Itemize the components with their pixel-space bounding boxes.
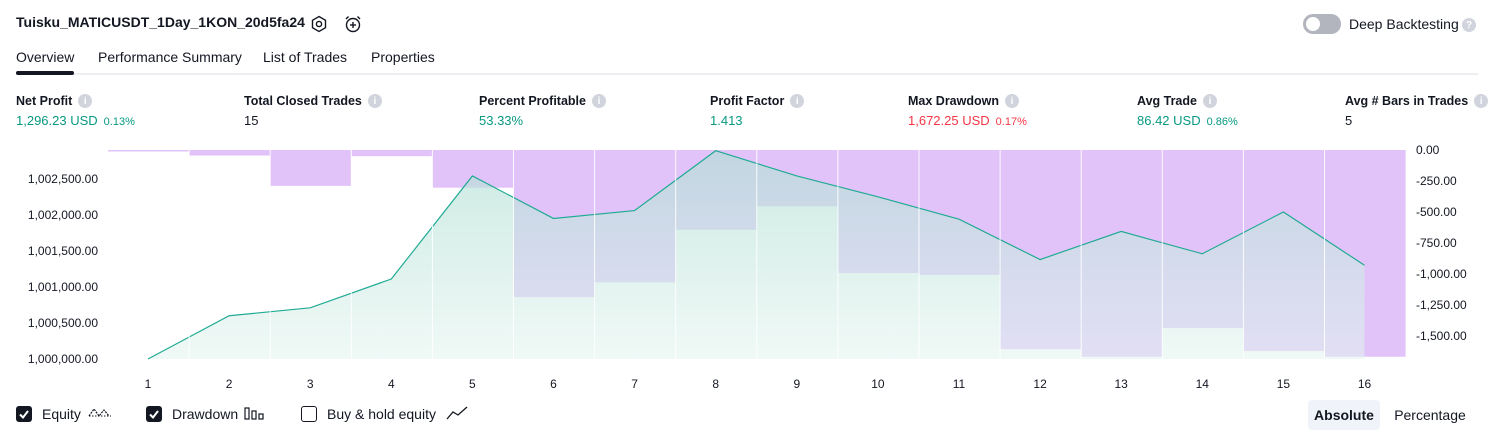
y-right-tick-label: -1,250.00 — [1416, 297, 1467, 312]
metric-max-drawdown-value: 1,672.25 USD 0.17% — [908, 113, 1027, 128]
drawdown-checkbox[interactable] — [146, 406, 162, 422]
x-tick-label: 9 — [793, 377, 801, 391]
metric-net-profit-value: 1,296.23 USD 0.13% — [16, 113, 135, 128]
info-icon[interactable]: i — [1474, 94, 1489, 108]
drawdown-label[interactable]: Drawdown — [172, 406, 239, 422]
absolute-button[interactable]: Absolute — [1308, 400, 1380, 430]
metric-avg-bars-label: Avg # Bars in Trades i — [1345, 94, 1489, 108]
buy-hold-checkbox[interactable] — [301, 406, 317, 422]
metric-max-drawdown-label: Max Drawdown i — [908, 94, 1019, 108]
equity-drawdown-chart[interactable] — [0, 140, 1494, 400]
info-icon[interactable]: i — [790, 94, 805, 108]
equity-label[interactable]: Equity — [42, 406, 81, 422]
deep-backtesting-label: Deep Backtesting — [1349, 16, 1459, 32]
info-icon[interactable]: i — [78, 94, 93, 108]
x-tick-label: 6 — [550, 377, 557, 391]
x-tick-label: 13 — [1114, 377, 1128, 391]
y-left-tick-label: 1,001,500.00 — [27, 243, 98, 258]
equity-area — [147, 150, 1365, 360]
y-right-tick-label: -500.00 — [1416, 204, 1457, 219]
settings-icon[interactable] — [309, 14, 329, 34]
tab-performance-summary[interactable]: Performance Summary — [98, 49, 242, 65]
metric-avg-bars-value: 5 — [1345, 113, 1353, 128]
percentage-button[interactable]: Percentage — [1394, 407, 1466, 423]
buy-hold-label[interactable]: Buy & hold equity — [327, 406, 436, 422]
equity-checkbox[interactable] — [16, 406, 32, 422]
x-tick-label: 1 — [144, 377, 152, 391]
drawdown-bars-icon — [243, 404, 267, 427]
y-left-tick-label: 1,002,500.00 — [27, 171, 98, 186]
x-tick-label: 3 — [306, 377, 314, 391]
x-tick-label: 14 — [1195, 377, 1209, 391]
help-icon[interactable]: ? — [1462, 18, 1476, 32]
buy-hold-line-icon — [445, 404, 469, 427]
info-icon[interactable]: i — [1202, 94, 1217, 108]
equity-line — [147, 150, 1365, 360]
x-tick-label: 11 — [952, 377, 966, 391]
drawdown-bar — [351, 150, 433, 157]
y-left-tick-label: 1,000,500.00 — [27, 315, 98, 330]
y-left-tick-label: 1,001,000.00 — [27, 279, 98, 294]
y-right-tick-label: -1,000.00 — [1416, 266, 1467, 281]
tab-properties[interactable]: Properties — [371, 49, 435, 65]
metric-total-closed-trades-label: Total Closed Trades i — [244, 94, 382, 108]
metric-total-closed-trades-value: 15 — [244, 113, 259, 128]
active-tab-indicator — [16, 71, 74, 75]
tabs-divider — [16, 73, 1478, 75]
x-tick-label: 5 — [469, 377, 476, 391]
x-tick-label: 8 — [712, 377, 720, 391]
drawdown-bar — [108, 150, 190, 152]
y-right-tick-label: -250.00 — [1416, 173, 1457, 188]
y-left-tick-label: 1,002,000.00 — [27, 207, 98, 222]
drawdown-bar — [270, 150, 352, 186]
info-icon[interactable]: i — [367, 94, 382, 108]
info-icon[interactable]: i — [591, 94, 606, 108]
x-tick-label: 7 — [631, 377, 638, 391]
equity-line-icon — [88, 404, 112, 427]
equity-area-fill — [148, 150, 1365, 359]
trade-separators — [188, 150, 1325, 359]
metric-percent-profitable-label: Percent Profitable i — [479, 94, 606, 108]
toggle-knob — [1306, 17, 1320, 31]
x-tick-label: 12 — [1033, 377, 1047, 391]
metric-avg-trade-value: 86.42 USD 0.86% — [1137, 113, 1238, 128]
y-right-tick-label: 0.00 — [1416, 143, 1440, 157]
strategy-title: Tuisku_MATICUSDT_1Day_1KON_20d5fa24 — [16, 14, 305, 30]
metric-profit-factor-label: Profit Factor i — [710, 94, 805, 108]
x-tick-label: 2 — [225, 377, 233, 391]
x-tick-label: 15 — [1276, 377, 1291, 391]
tab-overview[interactable]: Overview — [16, 49, 75, 65]
x-tick-label: 16 — [1357, 377, 1372, 391]
metric-profit-factor-value: 1.413 — [710, 113, 743, 128]
metric-avg-trade-label: Avg Trade i — [1137, 94, 1217, 108]
x-tick-label: 10 — [871, 377, 885, 391]
drawdown-bar — [189, 150, 271, 156]
alarm-clock-icon[interactable] — [343, 14, 363, 34]
x-tick-label: 4 — [387, 377, 395, 391]
metric-net-profit-label: Net Profit i — [16, 94, 93, 108]
y-right-tick-label: -1,500.00 — [1416, 328, 1467, 343]
y-right-tick-label: -750.00 — [1416, 235, 1457, 250]
tab-list-of-trades[interactable]: List of Trades — [263, 49, 348, 65]
deep-backtesting-toggle[interactable] — [1303, 14, 1341, 34]
info-icon[interactable]: i — [1005, 94, 1019, 108]
metric-percent-profitable-value: 53.33% — [479, 113, 524, 128]
y-left-tick-label: 1,000,000.00 — [27, 352, 98, 366]
